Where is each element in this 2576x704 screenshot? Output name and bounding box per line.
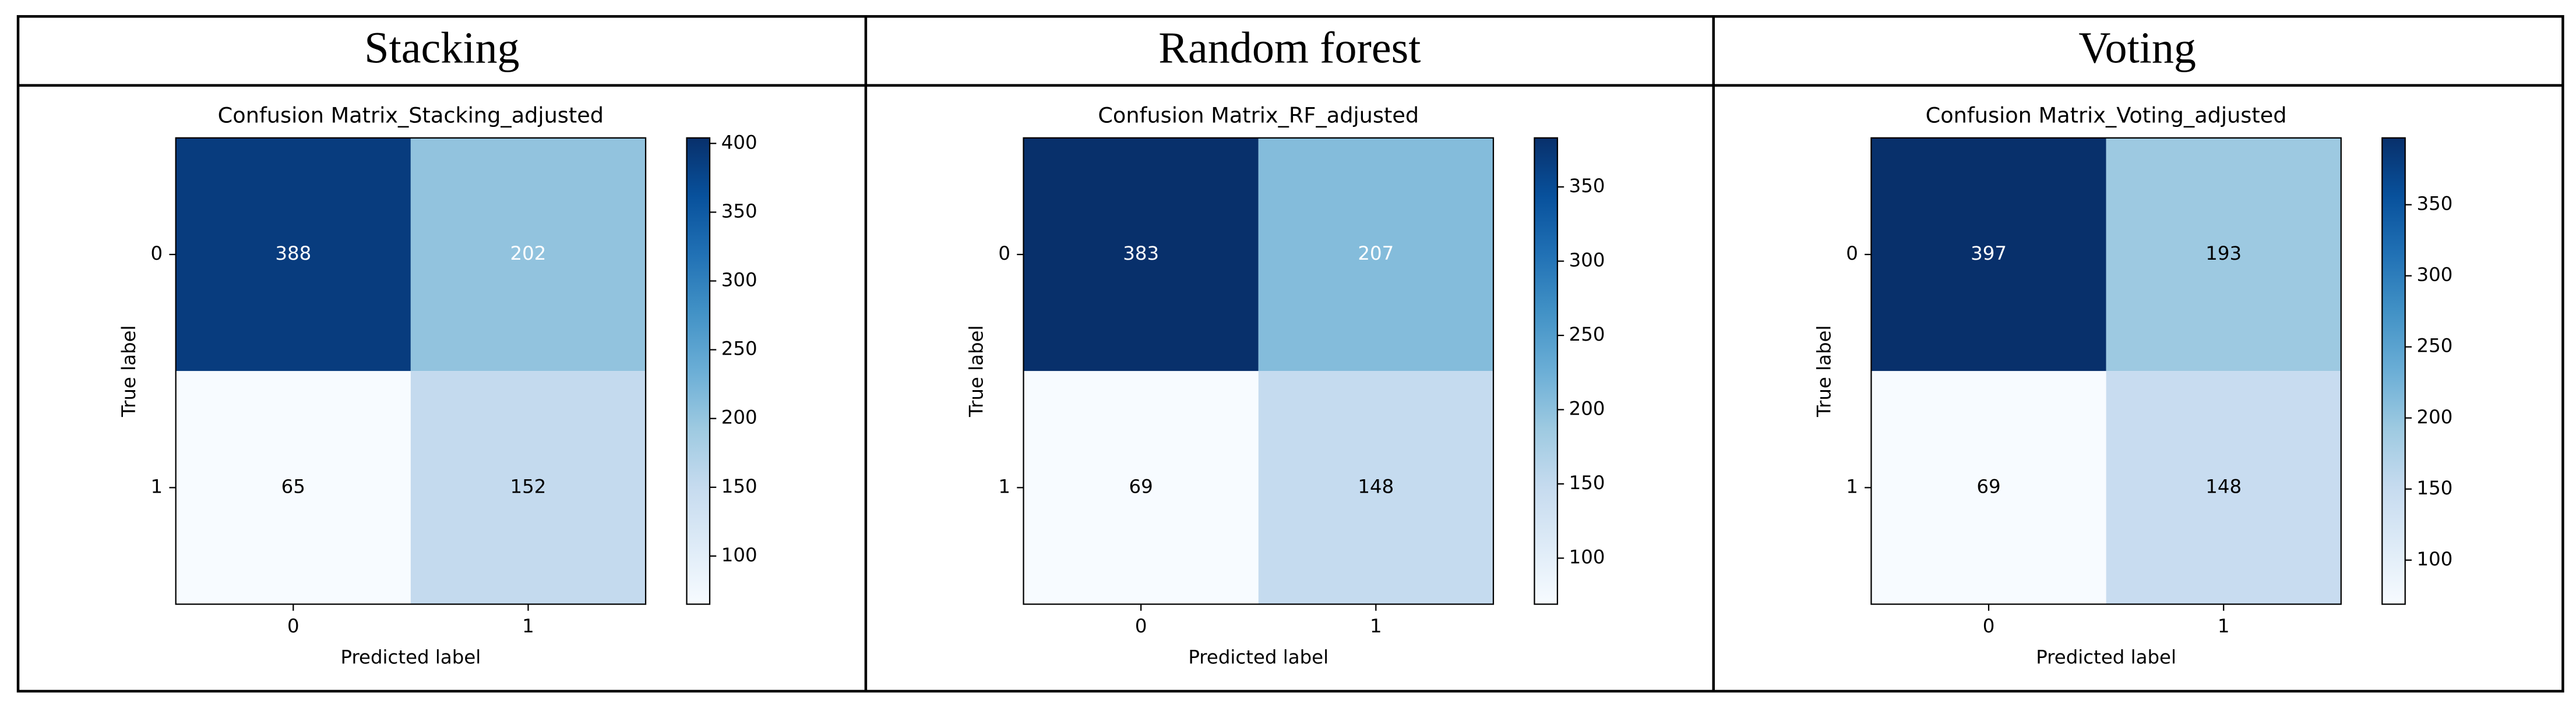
table-border bbox=[16, 15, 2564, 693]
y-tick-label: 1 bbox=[998, 475, 1010, 497]
cell-label: 202 bbox=[510, 242, 547, 264]
y-axis-label: True label bbox=[1813, 325, 1835, 418]
chart-title: Confusion Matrix_Voting_adjusted bbox=[1926, 103, 2287, 128]
column-header: Random forest bbox=[1158, 24, 1421, 73]
x-tick-label: 0 bbox=[287, 615, 299, 637]
colorbar-tick-label: 150 bbox=[2416, 477, 2452, 499]
colorbar-tick-label: 350 bbox=[1569, 175, 1605, 197]
column-header: Stacking bbox=[364, 24, 519, 73]
y-axis-label: True label bbox=[118, 325, 140, 418]
cell-label: 383 bbox=[1123, 242, 1159, 264]
colorbar-tick-label: 300 bbox=[2416, 264, 2452, 286]
cell-label: 207 bbox=[1358, 242, 1394, 264]
colorbar-tick-label: 350 bbox=[2416, 193, 2452, 215]
x-tick-label: 1 bbox=[1370, 615, 1382, 637]
heatmap-cell bbox=[1258, 137, 1493, 372]
x-tick-label: 1 bbox=[522, 615, 534, 637]
colorbar-tick-label: 250 bbox=[1569, 323, 1605, 345]
colorbar bbox=[1534, 137, 1559, 605]
heatmap-cell bbox=[410, 137, 646, 372]
x-axis-label: Predicted label bbox=[2036, 646, 2176, 668]
plot-frame bbox=[175, 137, 647, 605]
cell-label: 65 bbox=[281, 475, 305, 497]
chart-title: Confusion Matrix_Stacking_adjusted bbox=[218, 103, 604, 128]
heatmap-cell bbox=[1258, 371, 1493, 604]
x-axis-label: Predicted label bbox=[340, 646, 481, 668]
colorbar-tick-label: 200 bbox=[1569, 398, 1605, 420]
colorbar-tick-label: 250 bbox=[2416, 335, 2452, 357]
heatmap-cell bbox=[2106, 137, 2341, 372]
cell-label: 388 bbox=[275, 242, 311, 264]
x-tick-label: 0 bbox=[1135, 615, 1147, 637]
colorbar-tick-label: 200 bbox=[721, 406, 757, 429]
cell-label: 69 bbox=[1976, 475, 2000, 497]
heatmap-cell bbox=[175, 137, 411, 372]
colorbar-tick-label: 400 bbox=[721, 131, 757, 153]
heatmap-cell bbox=[1023, 371, 1259, 604]
colorbar-tick-label: 100 bbox=[721, 544, 757, 566]
heatmap-cell bbox=[1023, 137, 1259, 372]
y-tick-label: 1 bbox=[151, 475, 163, 497]
colorbar-tick-label: 100 bbox=[2416, 548, 2452, 570]
cell-label: 193 bbox=[2205, 242, 2242, 264]
cell-label: 69 bbox=[1129, 475, 1153, 497]
colorbar-tick-label: 350 bbox=[721, 200, 757, 222]
chart-title: Confusion Matrix_RF_adjusted bbox=[1098, 103, 1419, 128]
colorbar bbox=[2381, 137, 2406, 605]
colorbar-tick-label: 250 bbox=[721, 338, 757, 360]
x-tick-label: 1 bbox=[2218, 615, 2230, 637]
cell-label: 148 bbox=[1358, 475, 1394, 497]
y-tick-label: 1 bbox=[1846, 475, 1858, 497]
heatmap-cell bbox=[175, 371, 411, 604]
heatmap-cell bbox=[1871, 137, 2106, 372]
heatmap-cell bbox=[410, 371, 646, 604]
plot-frame bbox=[1023, 137, 1495, 605]
heatmap-cell bbox=[2106, 371, 2341, 604]
x-axis-label: Predicted label bbox=[1188, 646, 1328, 668]
y-tick-label: 0 bbox=[1846, 242, 1858, 264]
cell-label: 148 bbox=[2205, 475, 2242, 497]
column-header: Voting bbox=[2078, 24, 2196, 73]
colorbar-tick-label: 200 bbox=[2416, 406, 2452, 428]
colorbar-tick-label: 300 bbox=[1569, 249, 1605, 271]
colorbar bbox=[686, 137, 711, 605]
heatmap-cell bbox=[1871, 371, 2106, 604]
y-tick-label: 0 bbox=[151, 242, 163, 264]
colorbar-tick-label: 300 bbox=[721, 268, 757, 291]
y-tick-label: 0 bbox=[998, 242, 1010, 264]
cell-label: 152 bbox=[510, 475, 547, 497]
plot-frame bbox=[1870, 137, 2342, 605]
colorbar-tick-label: 150 bbox=[1569, 472, 1605, 494]
colorbar-tick-label: 100 bbox=[1569, 546, 1605, 568]
cell-label: 397 bbox=[1971, 242, 2007, 264]
colorbar-tick-label: 150 bbox=[721, 475, 757, 497]
y-axis-label: True label bbox=[965, 325, 988, 418]
x-tick-label: 0 bbox=[1983, 615, 1995, 637]
